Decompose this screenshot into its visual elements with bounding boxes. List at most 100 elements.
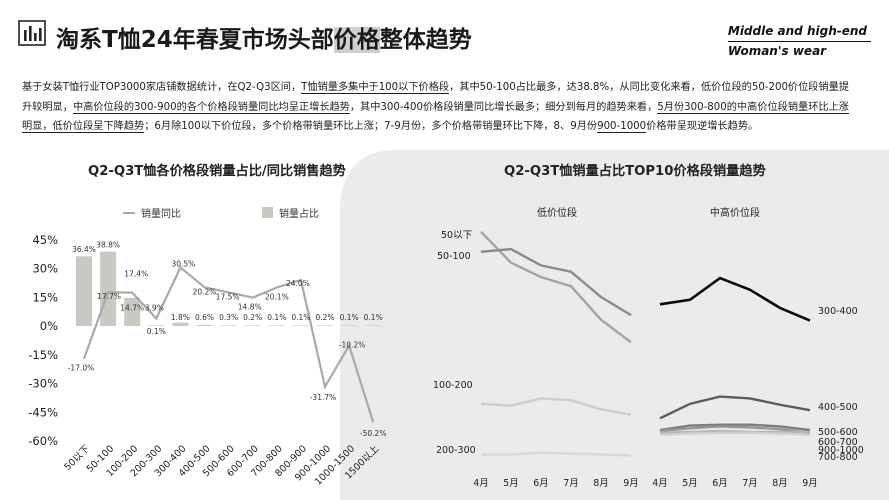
- legend-bar-swatch: [262, 207, 273, 218]
- yoy-value-label: 17.4%: [124, 270, 148, 279]
- series-label: 50-100: [437, 251, 471, 262]
- bar-share: [100, 251, 117, 326]
- series-label: 400-500: [818, 402, 858, 413]
- summary-highlight: 900-1000: [597, 121, 647, 134]
- bar-share: [268, 325, 285, 326]
- yoy-value-label: 30.5%: [171, 260, 195, 269]
- y-tick-label: -60%: [28, 434, 58, 448]
- bar-value-label: 0.2%: [243, 313, 262, 322]
- series-line-700-800: [659, 431, 811, 436]
- series-line-500-600: [659, 423, 811, 432]
- series-label: 600-700: [818, 437, 858, 448]
- background-gray-panel: [340, 150, 889, 500]
- left-chart-title: Q2-Q3T恤各价格段销量占比/同比销售趋势: [88, 164, 346, 179]
- month-label: 4月: [473, 478, 489, 489]
- legend-line-label: 销量同比: [141, 207, 181, 220]
- month-label: 9月: [623, 478, 639, 489]
- tagline-line-2: Woman's wear: [727, 44, 827, 58]
- yoy-value-label: 17.7%: [97, 292, 121, 301]
- bar-value-label: 0.1%: [340, 313, 359, 322]
- summary-text: 价格带呈现逆增长趋势。: [646, 121, 759, 133]
- bar-value-label: 36.4%: [72, 245, 96, 254]
- series-line-900-1000: [659, 429, 810, 434]
- bar-value-label: 0.2%: [315, 313, 334, 322]
- title-part-1: 淘系T恤24年春夏市场头部: [56, 27, 334, 53]
- series-label: 900-1000: [818, 445, 864, 456]
- bar-value-label: 14.7%: [120, 304, 144, 313]
- yoy-value-label: -31.7%: [310, 393, 337, 402]
- month-label: 5月: [682, 478, 698, 489]
- month-label: 8月: [593, 478, 609, 489]
- summary-paragraph: 基于女装T恤行业TOP3000家店铺数据统计，在Q2-Q3区间，T恤销量多集中于…: [22, 78, 857, 137]
- yoy-value-label: 17.5%: [216, 292, 240, 301]
- y-tick-label: -30%: [28, 377, 58, 391]
- bar-share: [172, 322, 189, 326]
- yoy-value-label: 20.1%: [265, 292, 289, 301]
- month-label: 5月: [503, 478, 519, 489]
- series-line-600-700: [659, 425, 811, 434]
- y-tick-label: -45%: [28, 405, 58, 419]
- series-label: 700-800: [818, 452, 858, 463]
- bar-value-label: 0.1%: [291, 313, 310, 322]
- bar-share: [124, 297, 141, 326]
- panel-title: 中高价位段: [710, 206, 760, 219]
- tagline-line-1: Middle and high-end: [727, 22, 871, 42]
- page-title: 淘系T恤24年春夏市场头部价格整体趋势: [56, 20, 472, 54]
- yoy-value-label: -17.0%: [68, 364, 95, 373]
- series-line-200-300: [481, 451, 632, 457]
- bar-value-label: 0.1%: [364, 313, 383, 322]
- summary-highlight: T恤销量多集中于100以下价格段: [301, 82, 450, 94]
- bar-share: [365, 325, 382, 326]
- bar-share: [148, 325, 165, 326]
- english-tagline: Middle and high-end Woman's wear: [727, 22, 871, 61]
- summary-highlight: 中高价位段的300-900的各个价格段销量同比均呈正增长趋势: [72, 101, 350, 114]
- bar-value-label: 1.8%: [171, 313, 190, 322]
- y-tick-label: 45%: [32, 233, 58, 247]
- series-label: 500-600: [818, 427, 858, 438]
- bar-value-label: 38.8%: [96, 241, 120, 250]
- bar-value-label: 0.6%: [195, 313, 214, 322]
- series-label: 200-300: [436, 445, 476, 456]
- title-part-2: 整体趋势: [379, 27, 472, 53]
- bar-chart-icon: [18, 20, 46, 46]
- yoy-value-label: 20.2%: [193, 287, 217, 296]
- summary-highlight: 5月份300-800的中高价位段销量环比上涨明显，低价位段呈下降趋势: [22, 101, 849, 134]
- yoy-value-label: 3.9%: [145, 304, 164, 313]
- yoy-line: [82, 265, 375, 423]
- legend-bar-label: 销量占比: [279, 207, 319, 220]
- bar-share: [292, 325, 309, 326]
- series-line-50-100: [480, 247, 632, 317]
- month-label: 6月: [533, 478, 549, 489]
- series-line-50以下: [480, 231, 632, 344]
- month-label: 7月: [563, 478, 579, 489]
- bar-share: [220, 325, 237, 326]
- title-highlight: 价格: [333, 27, 380, 53]
- panel-title: 低价位段: [537, 206, 577, 219]
- bar-share: [341, 325, 358, 326]
- month-label: 6月: [712, 478, 728, 489]
- summary-text: ，其中300-400价格段销量同比增长最多；细分到每月的趋势来看，: [349, 101, 658, 113]
- bar-share: [244, 325, 261, 326]
- y-tick-label: 30%: [32, 262, 58, 276]
- yoy-value-label: 24.0%: [286, 279, 310, 288]
- yoy-value-label: -10.2%: [339, 341, 366, 350]
- summary-text: ，其中50-100占比最多，达38.8%，从同比变化来看，低价位段的50-200…: [22, 82, 850, 113]
- yoy-value-label: 14.8%: [238, 303, 262, 312]
- series-label: 100-200: [433, 380, 473, 391]
- right-chart-title: Q2-Q3T恤销量占比TOP10价格段销量趋势: [504, 164, 766, 179]
- summary-text: ；6月除100以下价位段，多个价格带销量环比上涨；7-9月份，多个价格带销量环比…: [144, 121, 598, 133]
- summary-text: 基于女装T恤行业TOP3000家店铺数据统计，在Q2-Q3区间，: [22, 82, 302, 93]
- bar-share: [196, 324, 213, 326]
- bar-value-label: 0.1%: [267, 313, 286, 322]
- month-label: 8月: [772, 478, 788, 489]
- series-label: 50以下: [441, 230, 472, 241]
- bar-share: [76, 256, 92, 326]
- bar-value-label: 0.3%: [219, 313, 238, 322]
- yoy-value-label: -50.2%: [360, 429, 387, 438]
- series-line-100-200: [480, 397, 632, 416]
- month-label: 4月: [652, 478, 668, 489]
- series-line-400-500: [659, 395, 811, 420]
